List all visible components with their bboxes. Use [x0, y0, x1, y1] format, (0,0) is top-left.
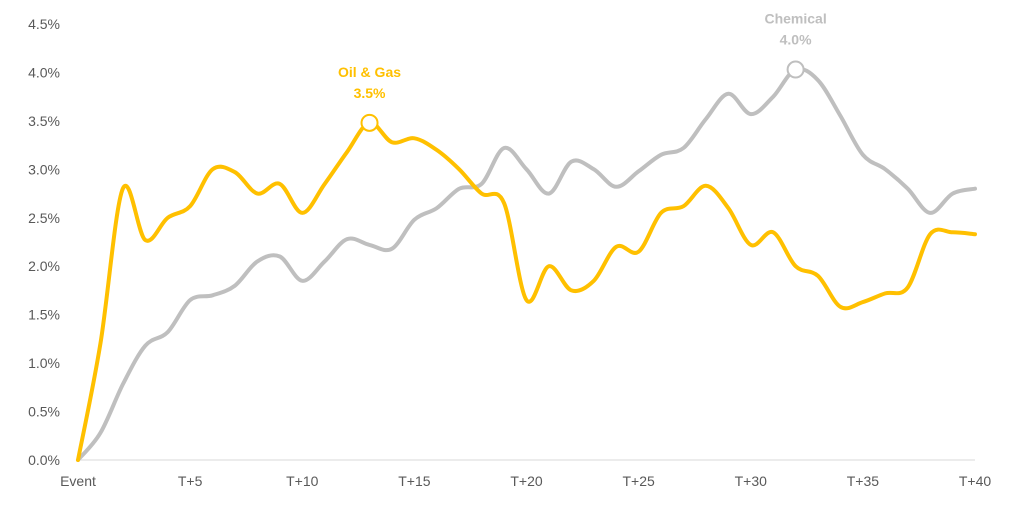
- annotation-label: Chemical: [764, 11, 826, 27]
- y-tick-label: 2.0%: [28, 258, 60, 274]
- y-tick-label: 4.0%: [28, 64, 60, 80]
- y-tick-label: 0.0%: [28, 452, 60, 468]
- y-tick-label: 1.0%: [28, 355, 60, 371]
- annotation-value: 3.5%: [354, 85, 386, 101]
- y-tick-label: 2.5%: [28, 210, 60, 226]
- y-tick-label: 3.5%: [28, 113, 60, 129]
- y-tick-label: 4.5%: [28, 16, 60, 32]
- series-line-chemical: [76, 66, 977, 462]
- x-tick-label: T+15: [398, 473, 431, 489]
- y-axis-ticks: 0.0% 0.5% 1.0% 1.5% 2.0% 2.5% 3.0% 3.5% 4.0% 4.5%: [28, 16, 60, 468]
- x-tick-label: T+35: [847, 473, 880, 489]
- y-tick-label: 3.0%: [28, 161, 60, 177]
- y-tick-label: 0.5%: [28, 404, 60, 420]
- x-tick-label: T+20: [510, 473, 543, 489]
- x-tick-label: T+25: [622, 473, 655, 489]
- x-tick-label: Event: [60, 473, 96, 489]
- series-lines: [76, 66, 977, 462]
- series-line-oil-gas: [76, 120, 977, 462]
- x-tick-label: T+10: [286, 473, 319, 489]
- annotation-value: 4.0%: [780, 32, 812, 48]
- x-tick-label: T+40: [959, 473, 992, 489]
- annotation-label: Oil & Gas: [338, 64, 401, 80]
- x-axis-ticks: Event T+5 T+10 T+15 T+20 T+25 T+30 T+35 T+40: [60, 473, 991, 489]
- x-tick-label: T+30: [735, 473, 768, 489]
- annotation-marker: [786, 60, 805, 79]
- y-tick-label: 1.5%: [28, 307, 60, 323]
- annotation-marker: [360, 113, 379, 132]
- x-tick-label: T+5: [178, 473, 203, 489]
- annotations: Oil & Gas 3.5% Chemical 4.0%: [338, 11, 827, 132]
